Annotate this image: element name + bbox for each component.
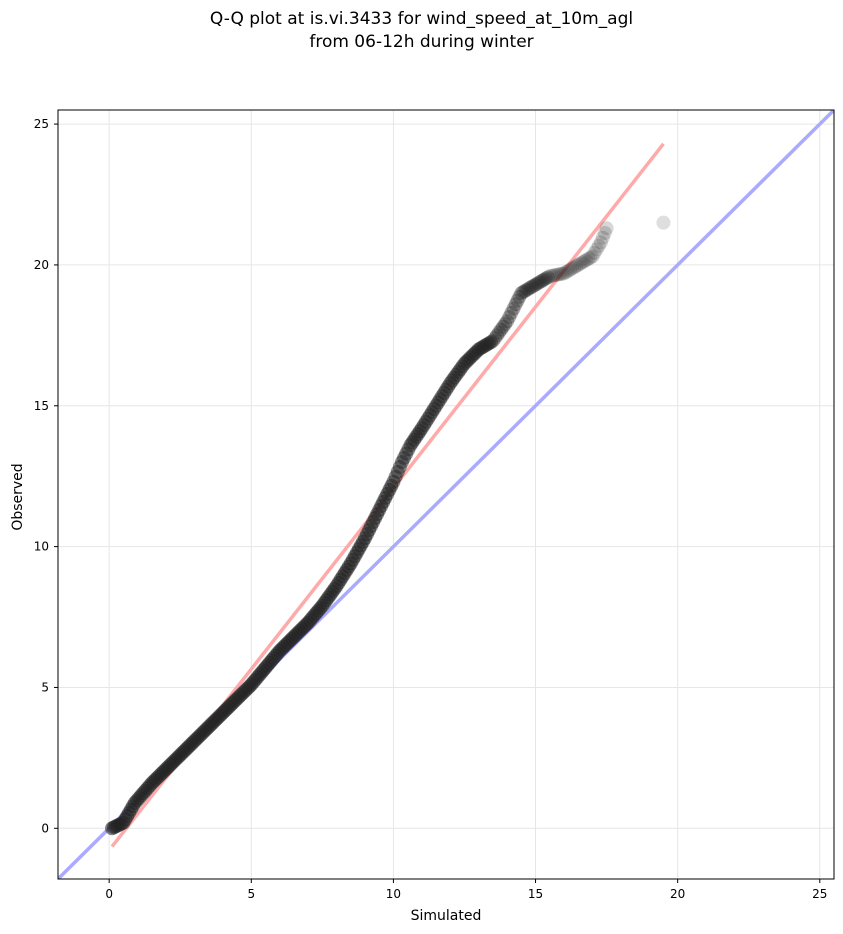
quantile-point (546, 268, 561, 283)
quantile-point (487, 331, 502, 346)
quantile-point (587, 245, 602, 260)
quantile-point (518, 283, 533, 298)
quantile-point (500, 314, 515, 329)
quantile-point (548, 267, 563, 282)
axis-ticks: 0 5 10 15 20 25 0 5 10 15 20 25 (34, 117, 828, 901)
quantile-point (563, 262, 578, 277)
quantile-point (554, 266, 569, 281)
quantile-point (552, 267, 567, 282)
x-tick-label: 5 (247, 887, 255, 901)
quantile-point (506, 301, 521, 316)
y-tick-label: 20 (34, 258, 49, 272)
quantile-point (595, 230, 610, 245)
quantile-point (485, 333, 500, 348)
quantile-point (528, 277, 543, 292)
quantile-point (498, 317, 513, 332)
quantile-points (105, 215, 671, 836)
quantile-point (579, 253, 594, 268)
quantile-point (575, 255, 590, 270)
y-axis-label: Observed (10, 463, 26, 530)
quantile-point (514, 286, 529, 301)
quantile-point (491, 325, 506, 340)
quantile-point (534, 274, 549, 289)
quantile-point (502, 310, 517, 325)
quantile-point (589, 242, 604, 257)
chart-title: Q-Q plot at is.vi.3433 for wind_speed_at… (209, 9, 634, 29)
y-tick-label: 10 (34, 540, 49, 554)
x-tick-label: 25 (812, 887, 827, 901)
quantile-point (585, 249, 600, 264)
quantile-point (538, 271, 553, 286)
quantile-point (571, 257, 586, 272)
quantile-point (494, 322, 509, 337)
x-axis-label: Simulated (411, 908, 482, 924)
quantile-point (512, 289, 527, 304)
quantile-point (577, 254, 592, 269)
quantile-point (496, 319, 511, 334)
quantile-point (565, 261, 580, 276)
quantile-point (483, 335, 498, 350)
quantile-point (573, 256, 588, 271)
y-tick-label: 25 (34, 117, 49, 131)
x-tick-label: 15 (528, 887, 543, 901)
plot-frame (57, 109, 835, 880)
quantile-point (540, 270, 555, 285)
quantile-point (536, 272, 551, 287)
y-tick-label: 5 (41, 680, 49, 694)
quantile-point (532, 275, 547, 290)
quantile-point (520, 282, 535, 297)
quantile-point (489, 328, 504, 343)
quantile-point (593, 235, 608, 250)
x-tick-label: 10 (386, 887, 401, 901)
quantile-point (567, 260, 582, 275)
quantile-point (516, 284, 531, 299)
quantile-point (526, 278, 541, 293)
quantile-point (544, 268, 559, 283)
quantile-point (504, 305, 519, 320)
quantile-point (597, 226, 612, 240)
quantile-point (569, 259, 584, 274)
quantile-point (656, 215, 671, 230)
y-tick-label: 15 (34, 399, 49, 413)
quantile-point (581, 251, 596, 266)
quantile-point (591, 238, 606, 253)
quantile-point (508, 297, 523, 312)
quantile-point (558, 265, 573, 280)
quantile-point (550, 267, 565, 282)
quantile-point (510, 293, 525, 308)
quantile-point (583, 250, 598, 265)
quantile-point (561, 263, 576, 278)
y-tick-label: 0 (41, 821, 49, 835)
quantile-point (556, 266, 571, 281)
quantile-point (524, 280, 539, 295)
quantile-point (530, 276, 545, 291)
chart-subtitle: from 06-12h during winter (309, 32, 534, 52)
quantile-point (542, 269, 557, 284)
quantile-point (599, 221, 614, 236)
quantile-point (522, 281, 537, 296)
x-tick-label: 0 (105, 887, 113, 901)
x-tick-label: 20 (670, 887, 685, 901)
grid (58, 110, 834, 879)
